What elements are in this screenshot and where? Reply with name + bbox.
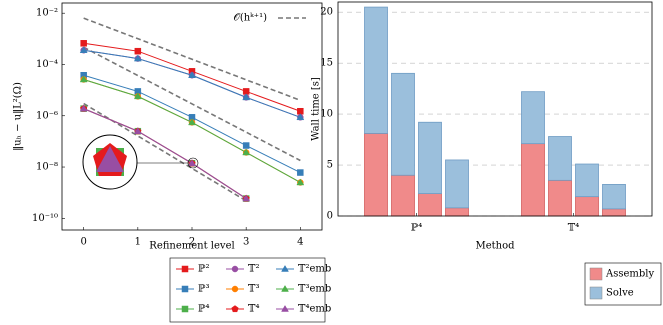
legend-label: 𝕋²emb bbox=[298, 264, 331, 275]
x-group-label: ℙ⁴ bbox=[411, 223, 423, 234]
reference-line bbox=[83, 17, 301, 102]
bar-segment bbox=[418, 121, 442, 194]
legend-label: 𝕋² bbox=[248, 264, 259, 275]
series-line bbox=[83, 49, 301, 118]
marker bbox=[242, 142, 250, 149]
marker bbox=[188, 118, 196, 126]
marker bbox=[281, 305, 289, 312]
series-line bbox=[83, 49, 301, 118]
marker bbox=[281, 285, 289, 292]
x-tick-label: 3 bbox=[243, 237, 249, 248]
bar-segment bbox=[445, 207, 469, 217]
marker bbox=[231, 305, 239, 313]
y-tick-label: 5 bbox=[327, 160, 333, 171]
y-tick-label: 10⁻⁸ bbox=[36, 162, 58, 173]
bar-segment bbox=[364, 133, 388, 217]
y-tick-label: 10 bbox=[320, 109, 333, 120]
legend-swatch bbox=[589, 267, 603, 281]
legend-label: Solve bbox=[606, 288, 634, 299]
bar-segment bbox=[602, 208, 626, 217]
y-tick-label: 10⁻¹⁰ bbox=[32, 213, 58, 224]
x-axis-label: Method bbox=[475, 241, 515, 252]
marker bbox=[133, 127, 142, 134]
bar-segment bbox=[521, 143, 545, 217]
marker bbox=[242, 194, 251, 202]
x-tick-label: 1 bbox=[135, 237, 141, 248]
bar-segment bbox=[548, 179, 572, 217]
legend-label: 𝕋³ bbox=[248, 284, 259, 295]
marker bbox=[242, 93, 251, 101]
marker bbox=[134, 47, 142, 55]
marker bbox=[133, 92, 142, 100]
marker bbox=[231, 285, 239, 293]
marker bbox=[296, 113, 305, 121]
legend-label: ℙ² bbox=[198, 264, 210, 275]
bar-segment bbox=[364, 6, 388, 134]
y-tick-label: 0 bbox=[327, 211, 333, 222]
series-line bbox=[83, 108, 247, 199]
zoom-inset bbox=[82, 134, 199, 190]
marker bbox=[181, 265, 189, 273]
bar-segment bbox=[575, 163, 599, 198]
marker bbox=[80, 40, 87, 47]
marker bbox=[181, 285, 189, 293]
bar-segment bbox=[548, 136, 572, 181]
y-tick-label: 20 bbox=[320, 7, 333, 18]
annotation-label: 𝒪(hᵏ⁺¹) bbox=[234, 13, 268, 24]
marker bbox=[79, 104, 88, 112]
marker bbox=[79, 75, 88, 83]
marker bbox=[188, 71, 196, 79]
y-axis-label: Wall time [s] bbox=[311, 77, 322, 141]
bar-segment bbox=[602, 184, 626, 210]
legend-label: 𝕋⁴ bbox=[248, 304, 259, 315]
bar-segment bbox=[445, 159, 469, 209]
marker bbox=[188, 159, 196, 167]
x-tick-label: 4 bbox=[297, 237, 303, 248]
marker bbox=[231, 265, 239, 273]
bar-segment bbox=[575, 196, 599, 217]
bar-segment bbox=[391, 72, 415, 176]
y-axis-label: ‖uₕ − u‖L²(Ω) bbox=[13, 82, 24, 151]
legend-label: 𝕋³emb bbox=[298, 284, 331, 295]
zoom-triangle bbox=[96, 146, 124, 172]
marker bbox=[296, 178, 305, 186]
zoom-target bbox=[187, 157, 199, 169]
bar-segment bbox=[418, 193, 442, 217]
x-tick-label: 2 bbox=[189, 237, 195, 248]
legend-box bbox=[169, 257, 326, 323]
x-group-label: 𝕋⁴ bbox=[568, 223, 579, 234]
bar-segment bbox=[521, 91, 545, 145]
y-tick-label: 10⁻² bbox=[36, 8, 58, 19]
marker bbox=[133, 54, 142, 62]
plot-frame bbox=[337, 1, 653, 217]
bar-segment bbox=[391, 174, 415, 217]
marker bbox=[281, 265, 289, 272]
legend-label: 𝕋⁴emb bbox=[298, 304, 331, 315]
legend-label: ℙ³ bbox=[198, 284, 210, 295]
y-tick-label: 10⁻⁴ bbox=[36, 59, 58, 70]
marker bbox=[181, 305, 189, 313]
x-axis-label: Refinement level bbox=[149, 241, 234, 252]
y-tick-label: 15 bbox=[320, 58, 333, 69]
y-tick-label: 10⁻⁶ bbox=[36, 110, 58, 121]
marker bbox=[242, 148, 251, 156]
legend-label: Assembly bbox=[605, 269, 654, 280]
marker bbox=[297, 169, 304, 176]
x-tick-label: 0 bbox=[80, 237, 86, 248]
reference-line bbox=[83, 46, 301, 162]
legend-swatch bbox=[589, 286, 603, 300]
marker bbox=[79, 46, 88, 53]
legend-label: ℙ⁴ bbox=[198, 304, 210, 315]
